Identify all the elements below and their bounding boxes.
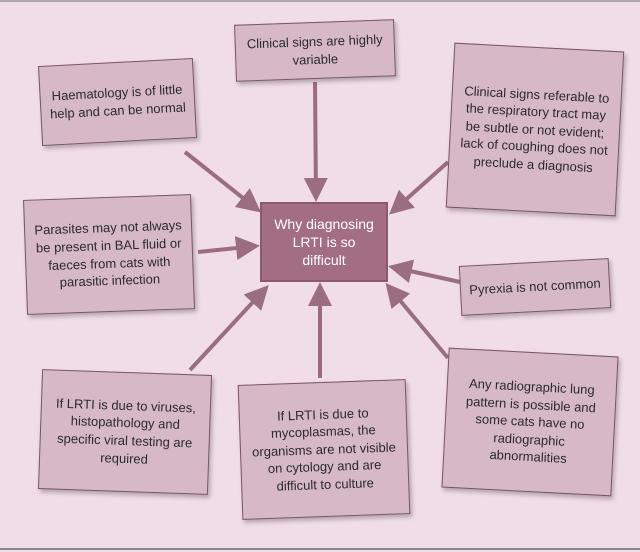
center-text: Why diagnosing LRTI is so difficult xyxy=(270,215,378,270)
note-mycoplasmas-text: If LRTI is due to mycoplasmas, the organ… xyxy=(238,379,411,520)
arrow-viruses xyxy=(190,288,266,370)
note-clinical-variable-text: Clinical signs are highly variable xyxy=(234,19,396,82)
note-clinical-variable: Clinical signs are highly variable xyxy=(234,19,396,82)
note-pyrexia-text: Pyrexia is not common xyxy=(459,258,611,316)
note-parasites-text: Parasites may not always be present in B… xyxy=(23,194,195,315)
note-haematology: Haematology is of little help and can be… xyxy=(38,58,197,146)
center-box: Why diagnosing LRTI is so difficult xyxy=(260,202,388,282)
arrow-clinical-variable xyxy=(315,82,316,198)
note-parasites: Parasites may not always be present in B… xyxy=(23,194,195,315)
arrow-radiographic xyxy=(388,286,448,358)
note-viruses: If LRTI is due to viruses, histopatholog… xyxy=(38,369,212,495)
arrow-haematology xyxy=(185,152,258,210)
note-clinical-subtle: Clinical signs referable to the respirat… xyxy=(446,43,624,217)
note-pyrexia: Pyrexia is not common xyxy=(459,258,611,316)
note-haematology-text: Haematology is of little help and can be… xyxy=(38,58,197,146)
note-mycoplasmas: If LRTI is due to mycoplasmas, the organ… xyxy=(238,379,411,520)
arrow-parasites xyxy=(198,246,256,252)
note-clinical-subtle-text: Clinical signs referable to the respirat… xyxy=(446,43,624,217)
note-radiographic-text: Any radiographic lung pattern is possibl… xyxy=(441,348,618,497)
note-viruses-text: If LRTI is due to viruses, histopatholog… xyxy=(38,369,212,495)
arrow-clinical-subtle xyxy=(392,162,448,212)
note-radiographic: Any radiographic lung pattern is possibl… xyxy=(441,348,618,497)
arrow-pyrexia xyxy=(392,267,460,282)
